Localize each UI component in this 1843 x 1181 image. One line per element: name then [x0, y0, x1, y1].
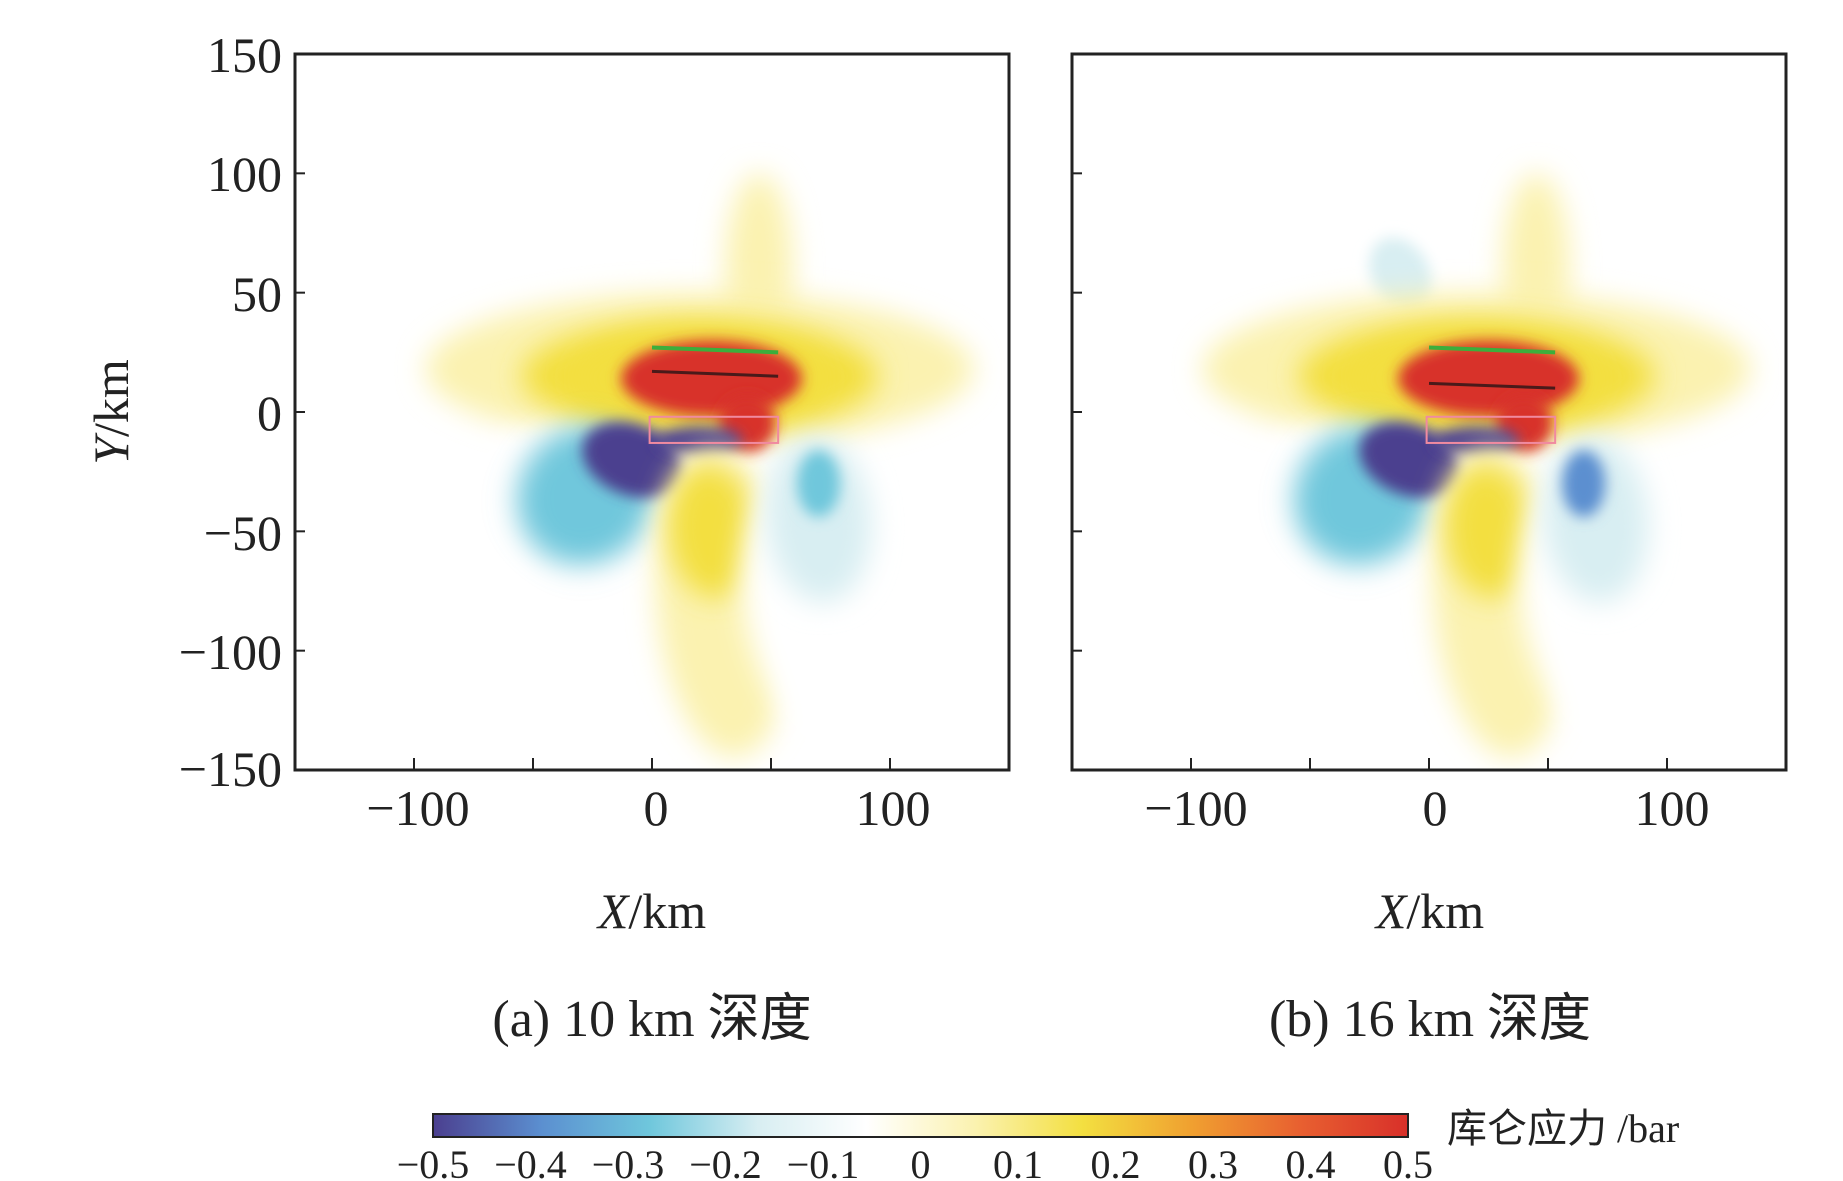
fault-traces-b — [1425, 345, 1557, 444]
ytick-label: 50 — [232, 266, 282, 322]
stress-contour-negative — [1562, 450, 1606, 517]
stress-contour-negative — [797, 450, 841, 517]
colorbar-label: 库仑应力 /bar — [1447, 1106, 1679, 1151]
xtick-label-b: −100 — [1144, 780, 1247, 836]
axis-ticks-b — [1072, 172, 1668, 770]
x-axis-label-b: X/km — [1374, 883, 1484, 939]
colorbar-tick-labels: −0.5 −0.4 −0.3 −0.2 −0.1 0 0.1 0.2 0.3 0.4 0.5 — [397, 1142, 1433, 1181]
colorbar-tick-label: 0.1 — [993, 1142, 1043, 1181]
stress-contour-negative — [1369, 237, 1432, 310]
xtick-label-a: 0 — [644, 780, 669, 836]
fault-trace-green — [1428, 345, 1556, 355]
rupture-plane-box — [1425, 415, 1557, 444]
stress-contour-positive — [1445, 464, 1532, 598]
colorbar-bar — [432, 1113, 1409, 1138]
colorbar-tick-label: 0.4 — [1286, 1142, 1336, 1181]
stress-field-b — [1180, 118, 1751, 767]
colorbar: −0.5 −0.4 −0.3 −0.2 −0.1 0 0.1 0.2 0.3 0.4 0.5 库仑应… — [397, 1106, 1679, 1181]
stress-field-a — [403, 118, 974, 767]
stress-contour-negative — [1433, 426, 1520, 455]
colorbar-tick-label: 0.3 — [1188, 1142, 1238, 1181]
panel-b: −100 0 100 X/km (b) 16 km 深度 — [1070, 52, 1788, 1048]
xtick-label-b: 0 — [1423, 780, 1448, 836]
stress-contour-negative — [592, 237, 655, 310]
fault-trace-green — [651, 345, 779, 355]
axis-ticks-a — [295, 172, 891, 770]
colorbar-tick-label: −0.5 — [397, 1142, 470, 1181]
rupture-plane-box — [648, 415, 780, 444]
xtick-label-b: 100 — [1635, 780, 1710, 836]
ytick-label: −100 — [179, 624, 282, 680]
colorbar-tick-label: 0 — [911, 1142, 931, 1181]
ytick-label: −50 — [204, 505, 282, 561]
ytick-label: 0 — [257, 385, 282, 441]
ytick-label: −150 — [179, 741, 282, 797]
fault-trace-dark — [1428, 381, 1556, 390]
ytick-label: 100 — [207, 146, 282, 202]
caption-b: (b) 16 km 深度 — [1269, 991, 1591, 1048]
colorbar-tick-label: 0.5 — [1383, 1142, 1433, 1181]
x-axis-label-a: X/km — [596, 883, 706, 939]
fault-traces-a — [648, 345, 780, 444]
xtick-label-a: 100 — [856, 780, 931, 836]
caption-a: (a) 10 km 深度 — [492, 991, 811, 1048]
ytick-label: 150 — [207, 27, 282, 83]
colorbar-tick-label: −0.1 — [787, 1142, 860, 1181]
colorbar-tick-label: −0.3 — [592, 1142, 665, 1181]
colorbar-tick-label: 0.2 — [1091, 1142, 1141, 1181]
y-axis-label: Y/km — [83, 359, 139, 465]
colorbar-tick-label: −0.2 — [689, 1142, 762, 1181]
xtick-label-a: −100 — [366, 780, 469, 836]
stress-contour-positive — [668, 464, 755, 598]
panel-a: 0 −100 100 150 100 50 0 −50 −100 −150 Y/… — [83, 27, 1011, 1048]
stress-contour-negative — [765, 436, 872, 603]
stress-contour-negative — [656, 426, 743, 455]
fault-trace-dark — [651, 369, 779, 378]
y-tick-labels: 150 100 50 0 −50 −100 −150 — [179, 27, 282, 797]
colorbar-tick-label: −0.4 — [494, 1142, 567, 1181]
